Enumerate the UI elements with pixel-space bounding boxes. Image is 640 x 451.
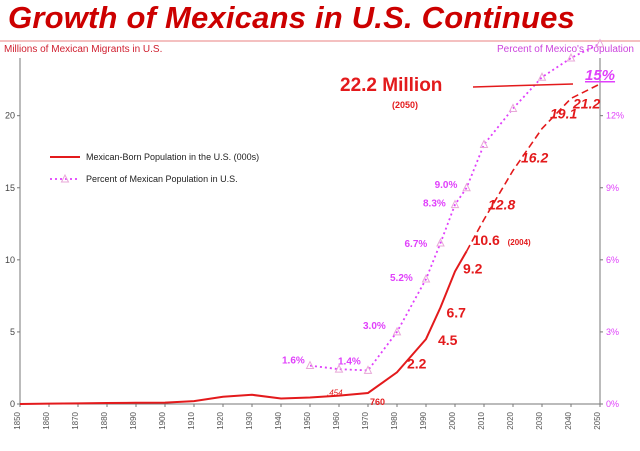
percent-data-label: 1.6% <box>282 356 305 367</box>
headline-sublabel: (2050) <box>392 100 418 110</box>
headline-percent-label: 15% <box>585 67 615 84</box>
headline-pointer <box>472 83 574 88</box>
left-tick-label: 5 <box>10 327 15 337</box>
x-tick-label: 1860 <box>42 411 51 429</box>
percent-data-label: 8.3% <box>423 199 446 210</box>
population-data-label: 4.5 <box>438 332 458 348</box>
right-tick-label: 3% <box>606 327 619 337</box>
legend-percent-label: Percent of Mexican Population in U.S. <box>86 174 238 184</box>
percent-marker <box>392 326 402 336</box>
x-tick-label: 1990 <box>419 411 428 429</box>
population-small-label: .454 <box>327 388 343 397</box>
x-tick-label: 2040 <box>564 411 573 429</box>
right-tick-label: 0% <box>606 399 619 409</box>
x-tick-label: 1970 <box>361 411 370 429</box>
x-tick-label: 1870 <box>71 411 80 429</box>
right-tick-label: 6% <box>606 255 619 265</box>
population-data-label: 9.2 <box>463 260 483 276</box>
x-tick-label: 2030 <box>535 411 544 429</box>
left-tick-label: 15 <box>5 183 15 193</box>
x-tick-label: 1910 <box>187 411 196 429</box>
percent-marker <box>508 103 518 112</box>
percent-marker <box>436 237 445 247</box>
x-tick-label: 2010 <box>477 411 486 429</box>
percent-data-label: 3.0% <box>363 321 386 332</box>
population-data-label: 2.2 <box>407 355 427 371</box>
legend-population-label: Mexican-Born Population in the U.S. (000… <box>86 152 259 162</box>
population-data-label: 19.1 <box>550 106 577 122</box>
percent-data-label: 6.7% <box>405 239 428 250</box>
percent-marker <box>450 199 460 209</box>
x-tick-label: 1890 <box>129 411 138 429</box>
x-tick-label: 2000 <box>448 411 457 429</box>
percent-data-label: 1.4% <box>338 356 361 367</box>
right-tick-label: 12% <box>606 111 624 121</box>
x-tick-label: 2020 <box>506 411 515 429</box>
x-tick-label: 1930 <box>245 411 254 429</box>
percent-marker <box>363 365 373 374</box>
slide-title: Growth of Mexicans in U.S. Continues <box>8 0 575 35</box>
x-tick-label: 1920 <box>216 411 225 429</box>
population-line <box>19 250 468 405</box>
x-tick-label: 1980 <box>390 411 399 429</box>
percent-marker <box>595 38 605 48</box>
population-data-label: 12.8 <box>488 196 515 212</box>
percent-line <box>309 42 601 372</box>
title-underline <box>0 40 640 42</box>
x-tick-label: 1900 <box>158 411 167 429</box>
legend-percent-marker <box>60 173 70 183</box>
x-tick-label: 1880 <box>100 411 109 429</box>
x-tick-label: 1850 <box>13 411 22 429</box>
left-tick-label: 0 <box>10 399 15 409</box>
x-tick-label: 1950 <box>303 411 312 429</box>
percent-data-label: 9.0% <box>435 180 458 191</box>
left-tick-label: 20 <box>5 111 15 121</box>
left-axis-label: Millions of Mexican Migrants in U.S. <box>4 44 163 55</box>
x-tick-label: 1960 <box>332 411 341 429</box>
right-tick-label: 9% <box>606 183 619 193</box>
percent-marker <box>334 364 344 373</box>
right-axis-label: Percent of Mexico's Population <box>497 44 634 55</box>
x-tick-label: 1940 <box>274 411 283 429</box>
percent-marker <box>421 273 431 283</box>
population-projection-line <box>465 83 601 252</box>
population-data-label: 16.2 <box>521 149 548 165</box>
percent-marker <box>537 72 547 81</box>
headline-label: 22.2 Million <box>340 75 442 96</box>
population-data-label: 760 <box>370 397 385 407</box>
population-data-label: 10.6 <box>473 232 500 248</box>
population-data-label: 6.7 <box>447 304 467 320</box>
percent-data-label: 5.2% <box>390 273 413 284</box>
percent-marker <box>305 360 315 370</box>
left-tick-label: 10 <box>5 255 15 265</box>
population-data-sublabel: (2004) <box>508 238 531 247</box>
population-data-label: 21.2 <box>572 95 600 111</box>
percent-marker <box>462 182 471 192</box>
percent-marker <box>479 139 489 148</box>
percent-marker <box>566 52 576 62</box>
x-tick-label: 2050 <box>593 411 602 429</box>
